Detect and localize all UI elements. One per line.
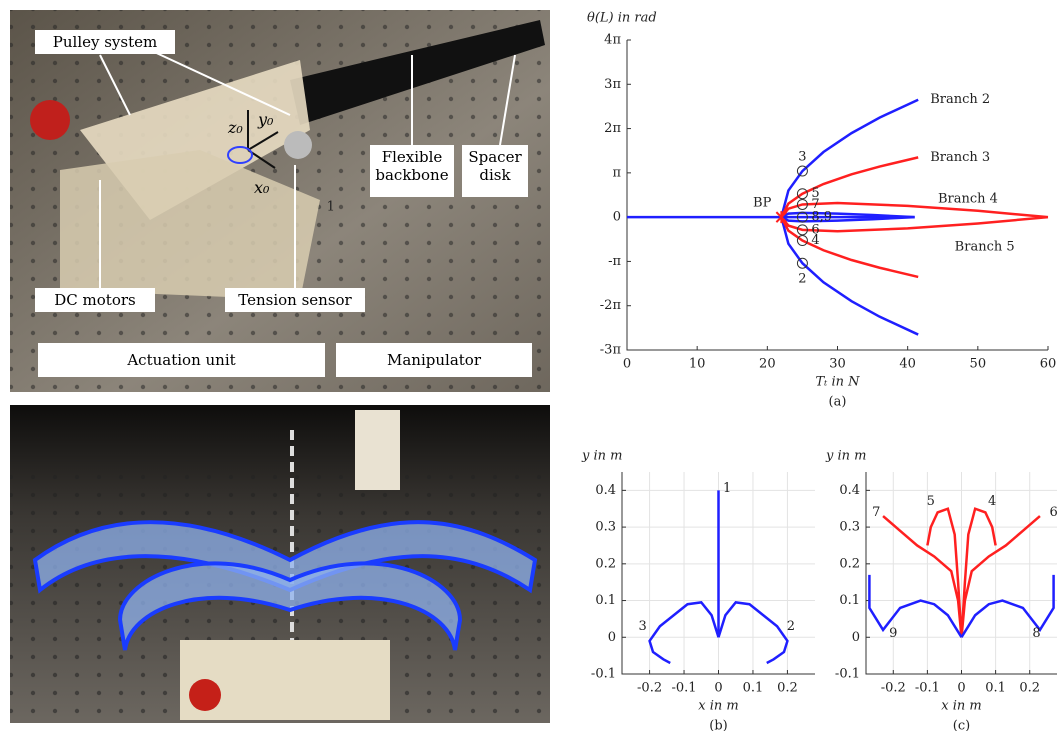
y-axis-label: y in m bbox=[825, 449, 866, 464]
y-tick-label: π bbox=[612, 165, 621, 180]
y-tick-label: -π bbox=[608, 254, 621, 269]
x-tick-label: 0 bbox=[957, 681, 965, 696]
axis-symbol: y₀ bbox=[258, 110, 273, 129]
x-tick-label: 0 bbox=[714, 681, 722, 696]
photo-top bbox=[10, 10, 550, 392]
x-tick-label: 0.1 bbox=[985, 681, 1006, 696]
x-tick-label: 0.2 bbox=[1019, 681, 1040, 696]
series-label: 1 bbox=[327, 200, 335, 215]
y-tick-label: 0.2 bbox=[839, 556, 860, 571]
x-axis-label: x in m bbox=[698, 699, 738, 714]
y-axis-label: y in m bbox=[581, 449, 622, 464]
series-line bbox=[962, 509, 996, 638]
x-tick-label: 60 bbox=[1040, 357, 1057, 372]
x-tick-label: 0.1 bbox=[743, 681, 764, 696]
x-tick-label: 10 bbox=[689, 357, 706, 372]
y-tick-label: 4π bbox=[604, 33, 621, 48]
x-tick-label: -0.1 bbox=[671, 681, 696, 696]
photo-label: Actuation unit bbox=[38, 343, 325, 377]
config-label: 7 bbox=[872, 505, 880, 520]
photo-label: Flexible backbone bbox=[370, 145, 454, 197]
y-tick-label: 2π bbox=[604, 121, 621, 136]
photo-label: Pulley system bbox=[35, 30, 175, 54]
x-tick-label: 0 bbox=[623, 357, 631, 372]
x-tick-label: 20 bbox=[759, 357, 776, 372]
series-label: Branch 5 bbox=[955, 240, 1015, 255]
y-axis-label: θ(L) in rad bbox=[587, 11, 657, 26]
caption: (c) bbox=[953, 719, 970, 731]
caption: (b) bbox=[709, 719, 727, 731]
x-tick-label: -0.1 bbox=[915, 681, 940, 696]
y-tick-label: -0.1 bbox=[591, 667, 616, 682]
point-label: 3 bbox=[798, 150, 806, 165]
config-label: 6 bbox=[1049, 505, 1057, 520]
photo-label: Manipulator bbox=[336, 343, 532, 377]
series-line bbox=[869, 575, 961, 637]
photo-label: Spacer disk bbox=[462, 145, 528, 197]
axis-symbol: x₀ bbox=[254, 178, 269, 197]
y-tick-label: 0 bbox=[613, 210, 621, 225]
config-label: 8 bbox=[1032, 626, 1040, 641]
y-tick-label: 0.3 bbox=[839, 520, 860, 535]
config-label: 4 bbox=[988, 494, 996, 509]
series-label: Branch 2 bbox=[930, 92, 990, 107]
config-label: 9 bbox=[889, 626, 897, 641]
y-tick-label: 0.1 bbox=[595, 593, 616, 608]
series-label: Branch 4 bbox=[938, 192, 998, 207]
x-axis-label: Tₜ in N bbox=[815, 375, 860, 390]
y-tick-label: -3π bbox=[600, 343, 622, 358]
y-tick-label: 0 bbox=[852, 630, 860, 645]
config-label: 1 bbox=[723, 481, 731, 496]
point-label: 4 bbox=[811, 233, 819, 248]
photo-label: DC motors bbox=[35, 288, 155, 312]
photo-bottom bbox=[10, 405, 550, 723]
point-label: 2 bbox=[798, 272, 806, 287]
photo-label: Tension sensor bbox=[225, 288, 365, 312]
y-tick-label: -2π bbox=[600, 298, 622, 313]
y-tick-label: 0.4 bbox=[595, 483, 616, 498]
x-axis-label: x in m bbox=[941, 699, 981, 714]
x-tick-label: -0.2 bbox=[881, 681, 906, 696]
y-tick-label: 0 bbox=[608, 630, 616, 645]
caption: (a) bbox=[829, 395, 847, 410]
config-label: 5 bbox=[927, 494, 935, 509]
y-tick-label: 0.1 bbox=[839, 593, 860, 608]
figure: 0102030405060-3π-2π-π0π2π3π4πθ(L) in rad… bbox=[0, 0, 1061, 731]
x-tick-label: 40 bbox=[899, 357, 916, 372]
config-label: 2 bbox=[787, 619, 795, 634]
x-tick-label: -0.2 bbox=[637, 681, 662, 696]
series-label: Branch 3 bbox=[930, 150, 990, 165]
config-label: 3 bbox=[639, 619, 647, 634]
axis-symbol: z₀ bbox=[228, 118, 243, 137]
x-tick-label: 30 bbox=[829, 357, 846, 372]
y-tick-label: 0.3 bbox=[595, 520, 616, 535]
x-tick-label: 0.2 bbox=[777, 681, 798, 696]
series-line bbox=[927, 509, 961, 638]
y-tick-label: 0.4 bbox=[839, 483, 860, 498]
bifurcation-label: BP bbox=[753, 196, 772, 211]
y-tick-label: -0.1 bbox=[835, 667, 860, 682]
y-tick-label: 3π bbox=[604, 77, 621, 92]
y-tick-label: 0.2 bbox=[595, 556, 616, 571]
x-tick-label: 50 bbox=[970, 357, 987, 372]
